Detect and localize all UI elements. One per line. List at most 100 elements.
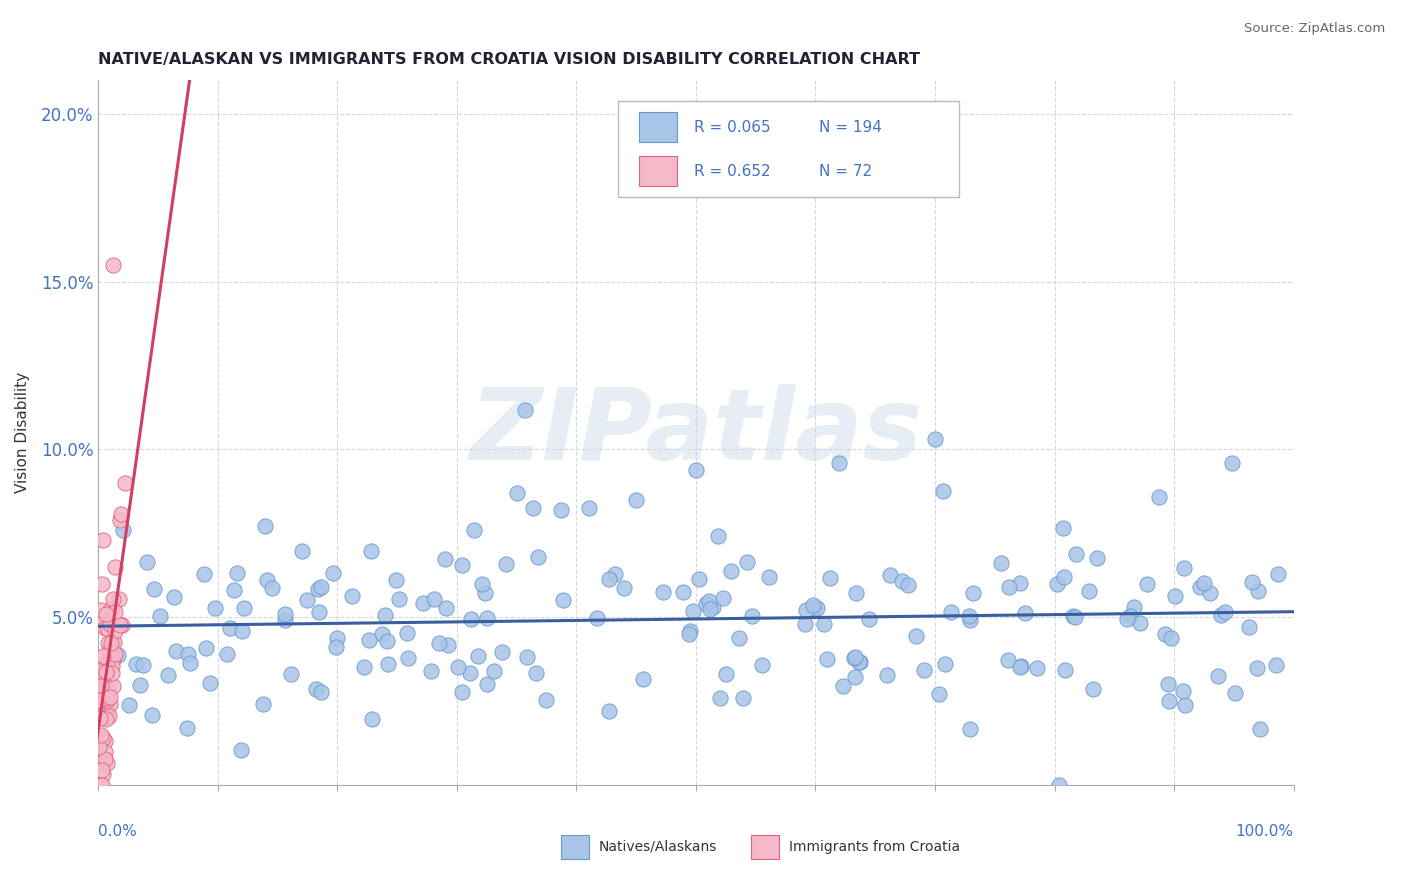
Point — [96, 693, 118, 707]
Point — [96, 665, 118, 680]
Point — [934, 657, 956, 671]
Point — [447, 660, 470, 674]
Point — [104, 606, 127, 620]
Point — [1192, 576, 1215, 591]
Point — [149, 608, 172, 623]
Point — [436, 601, 458, 615]
Point — [104, 647, 127, 661]
Point — [326, 631, 349, 645]
Point — [1010, 575, 1032, 590]
Point — [633, 672, 655, 686]
Point — [118, 698, 141, 713]
Point — [98, 616, 121, 631]
Point — [699, 601, 721, 615]
Point — [96, 704, 118, 718]
Point — [603, 566, 626, 581]
Point — [274, 607, 297, 622]
Point — [198, 675, 221, 690]
Point — [1267, 567, 1289, 582]
Point — [94, 667, 117, 681]
Point — [98, 690, 121, 704]
Point — [522, 501, 544, 516]
Point — [94, 751, 117, 765]
Point — [1211, 608, 1233, 623]
Point — [96, 658, 118, 673]
Point — [427, 636, 450, 650]
Point — [322, 566, 344, 581]
Point — [524, 665, 547, 680]
Point — [90, 728, 112, 742]
FancyBboxPatch shape — [638, 112, 676, 142]
Point — [1064, 609, 1087, 624]
Point — [828, 456, 851, 470]
Point — [165, 644, 187, 658]
Point — [436, 639, 458, 653]
Point — [1147, 490, 1170, 504]
Point — [94, 713, 117, 727]
Point — [695, 597, 717, 611]
Point — [626, 492, 648, 507]
Point — [101, 666, 124, 681]
Point — [1116, 612, 1139, 626]
Y-axis label: Vision Disability: Vision Disability — [15, 372, 30, 493]
Point — [90, 678, 112, 692]
Point — [1160, 631, 1182, 645]
Point — [818, 571, 841, 585]
Point — [702, 600, 724, 615]
Text: N = 72: N = 72 — [820, 163, 872, 178]
Point — [110, 508, 132, 522]
Point — [101, 652, 124, 666]
Point — [97, 622, 120, 636]
Text: NATIVE/ALASKAN VS IMMIGRANTS FROM CROATIA VISION DISABILITY CORRELATION CHART: NATIVE/ALASKAN VS IMMIGRANTS FROM CROATI… — [98, 52, 921, 67]
Point — [91, 533, 114, 547]
Point — [679, 624, 702, 639]
Point — [848, 655, 870, 669]
Point — [128, 678, 150, 692]
Point — [114, 475, 136, 490]
Point — [463, 523, 485, 537]
Point — [89, 693, 111, 707]
Point — [222, 582, 245, 597]
Point — [111, 618, 134, 632]
Point — [163, 591, 186, 605]
Point — [252, 697, 274, 711]
Point — [142, 582, 165, 597]
Point — [697, 593, 720, 607]
Point — [100, 698, 122, 712]
Point — [156, 668, 179, 682]
Point — [371, 626, 394, 640]
Point — [91, 756, 114, 770]
Point — [96, 756, 118, 771]
Point — [374, 607, 396, 622]
Point — [1053, 663, 1076, 677]
Point — [254, 519, 277, 533]
Point — [801, 598, 824, 612]
Point — [97, 636, 120, 650]
Point — [1157, 677, 1180, 691]
Point — [231, 624, 253, 638]
Point — [858, 612, 880, 626]
Point — [751, 657, 773, 672]
Point — [939, 605, 962, 619]
Point — [195, 640, 218, 655]
Point — [87, 693, 110, 707]
Point — [94, 691, 117, 706]
Point — [97, 681, 120, 695]
Point — [598, 704, 620, 718]
Point — [474, 586, 496, 600]
Point — [97, 708, 120, 723]
Point — [131, 657, 153, 672]
Point — [94, 709, 117, 723]
Point — [678, 627, 700, 641]
Point — [534, 693, 557, 707]
Point — [1053, 570, 1076, 584]
Point — [506, 486, 529, 500]
Point — [193, 566, 215, 581]
Point — [87, 740, 110, 755]
Point — [890, 574, 912, 589]
Point — [962, 586, 984, 600]
Point — [274, 613, 297, 627]
Point — [231, 743, 253, 757]
Point — [93, 733, 115, 747]
Point — [305, 682, 328, 697]
